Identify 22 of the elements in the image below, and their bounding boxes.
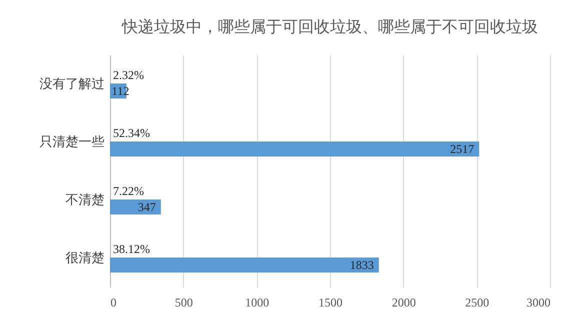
x-tick-label: 2000	[392, 296, 416, 310]
data-label: 2517	[450, 142, 474, 156]
annotation: 52.34%	[113, 126, 150, 140]
x-tick-label: 0	[110, 296, 116, 310]
x-tick-label: 3000	[526, 296, 550, 310]
y-tick-label: 很清楚	[66, 250, 104, 265]
x-tick-label: 1000	[245, 296, 270, 310]
chart-title: 快递垃圾中，哪些属于可回收垃圾、哪些属于不可回收垃圾	[121, 18, 538, 36]
data-label: 1833	[350, 258, 374, 272]
bar	[110, 258, 379, 272]
x-tick-label: 2500	[465, 296, 490, 310]
annotation: 7.22%	[113, 184, 144, 198]
bar	[110, 142, 480, 156]
annotation: 2.32%	[113, 68, 144, 82]
data-label: 347	[138, 200, 156, 214]
y-tick-label: 没有了解过	[40, 76, 104, 91]
x-tick-label: 1500	[318, 296, 342, 310]
x-tick-label: 500	[174, 296, 193, 310]
bar	[110, 200, 161, 214]
y-tick-label: 只清楚一些	[40, 134, 104, 149]
annotation: 38.12%	[113, 242, 150, 256]
y-tick-label: 不清楚	[66, 192, 104, 207]
